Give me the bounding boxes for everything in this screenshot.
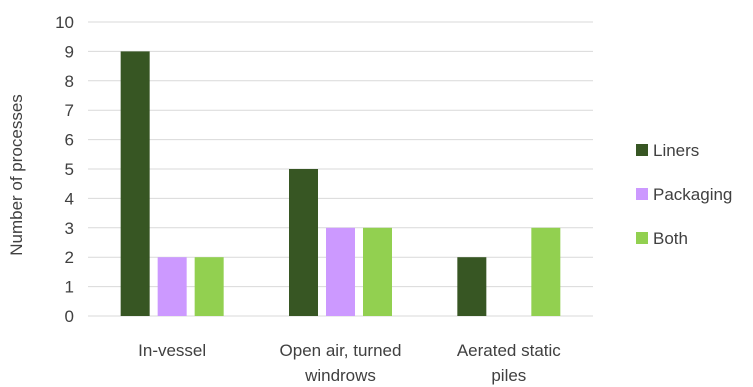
y-tick-label: 5 <box>65 160 74 179</box>
y-tick-label: 7 <box>65 101 74 120</box>
y-tick-label: 6 <box>65 131 74 150</box>
y-tick-label: 9 <box>65 42 74 61</box>
legend-swatch-packaging <box>636 188 648 200</box>
y-axis-ticks: 0 1 2 3 4 5 6 7 8 9 10 <box>55 13 74 326</box>
x-axis-categories: In-vessel Open air, turned windrows Aerated… <box>138 341 561 385</box>
bar-liners-0 <box>120 51 150 317</box>
bar-liners-2 <box>457 257 487 316</box>
y-tick-label: 4 <box>65 189 74 208</box>
bar-liners-1 <box>289 169 318 316</box>
x-category-label: Aerated static piles <box>457 341 561 385</box>
legend-swatch-liners <box>636 144 648 156</box>
bars <box>120 51 561 317</box>
bar-both-0 <box>194 257 224 316</box>
legend-swatch-both <box>636 232 648 244</box>
y-tick-label: 8 <box>65 72 74 91</box>
y-tick-label: 0 <box>65 307 74 326</box>
bar-packaging-0 <box>157 257 187 316</box>
bar-both-1 <box>363 227 392 316</box>
y-tick-label: 1 <box>65 278 74 297</box>
y-tick-label: 3 <box>65 219 74 238</box>
x-category-label: Open air, turned windrows <box>280 341 402 385</box>
y-axis-title: Number of processes <box>7 94 26 256</box>
legend-label-both: Both <box>653 229 688 248</box>
y-tick-label: 2 <box>65 248 74 267</box>
x-category-label: In-vessel <box>138 341 206 360</box>
y-tick-label: 10 <box>55 13 74 32</box>
legend: Liners Packaging Both <box>636 141 732 248</box>
legend-label-packaging: Packaging <box>653 185 732 204</box>
bar-both-2 <box>531 227 561 316</box>
bar-packaging-1 <box>326 227 355 316</box>
legend-label-liners: Liners <box>653 141 699 160</box>
